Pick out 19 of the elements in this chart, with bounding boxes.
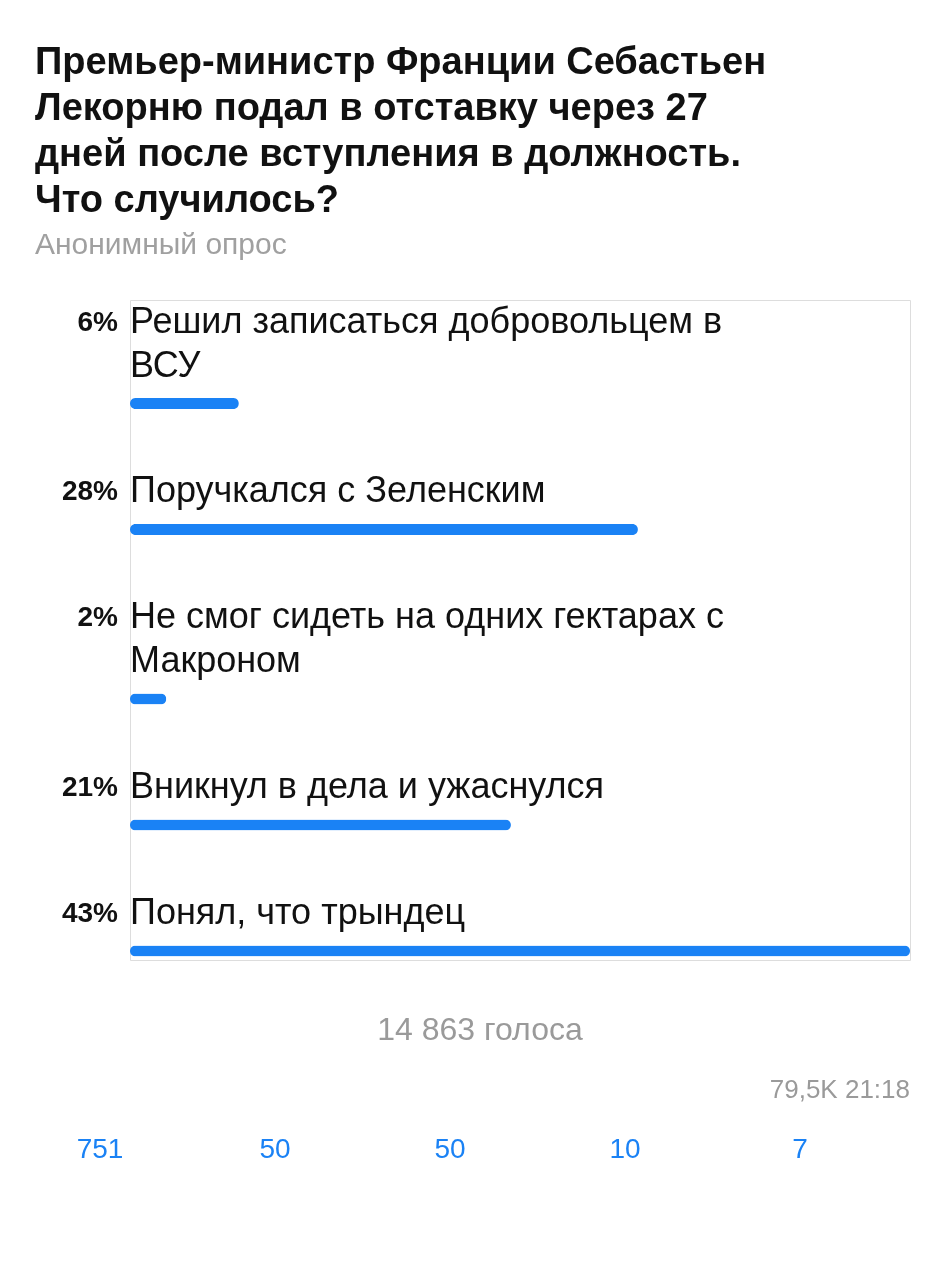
text: 10 [609,1133,641,1164]
data-label: 28% [61,475,119,507]
y-tick-label: Решил записаться добровольцем в ВСУ [130,300,723,385]
data-label: 2% [77,601,119,633]
text: 14 863 голоса [377,1011,583,1047]
data-label: 43% [61,896,119,928]
text: 79,5K 21:18 [769,1074,910,1104]
text: 751 [76,1133,124,1164]
y-tick-label: Вникнул в дела и ужаснулся [130,764,605,806]
chart-title: Премьер-министр Франции Себастьен Лекорню подал в отставку через 27 дней после вступления в должность. Что случилось? [35,40,767,220]
y-tick-label: Понял, что трындец [130,890,466,932]
y-tick-label: Поручкался с Зеленским [130,469,546,511]
text: 50 [434,1133,466,1164]
text: 7 [792,1133,808,1164]
data-label: 6% [77,306,119,337]
data-label: 21% [61,770,119,802]
text: 50 [259,1133,291,1164]
y-tick-label: Не смог сидеть на одних гектарах с Макроном [130,595,724,681]
chart-subtitle: Анонимный опрос [35,227,287,260]
